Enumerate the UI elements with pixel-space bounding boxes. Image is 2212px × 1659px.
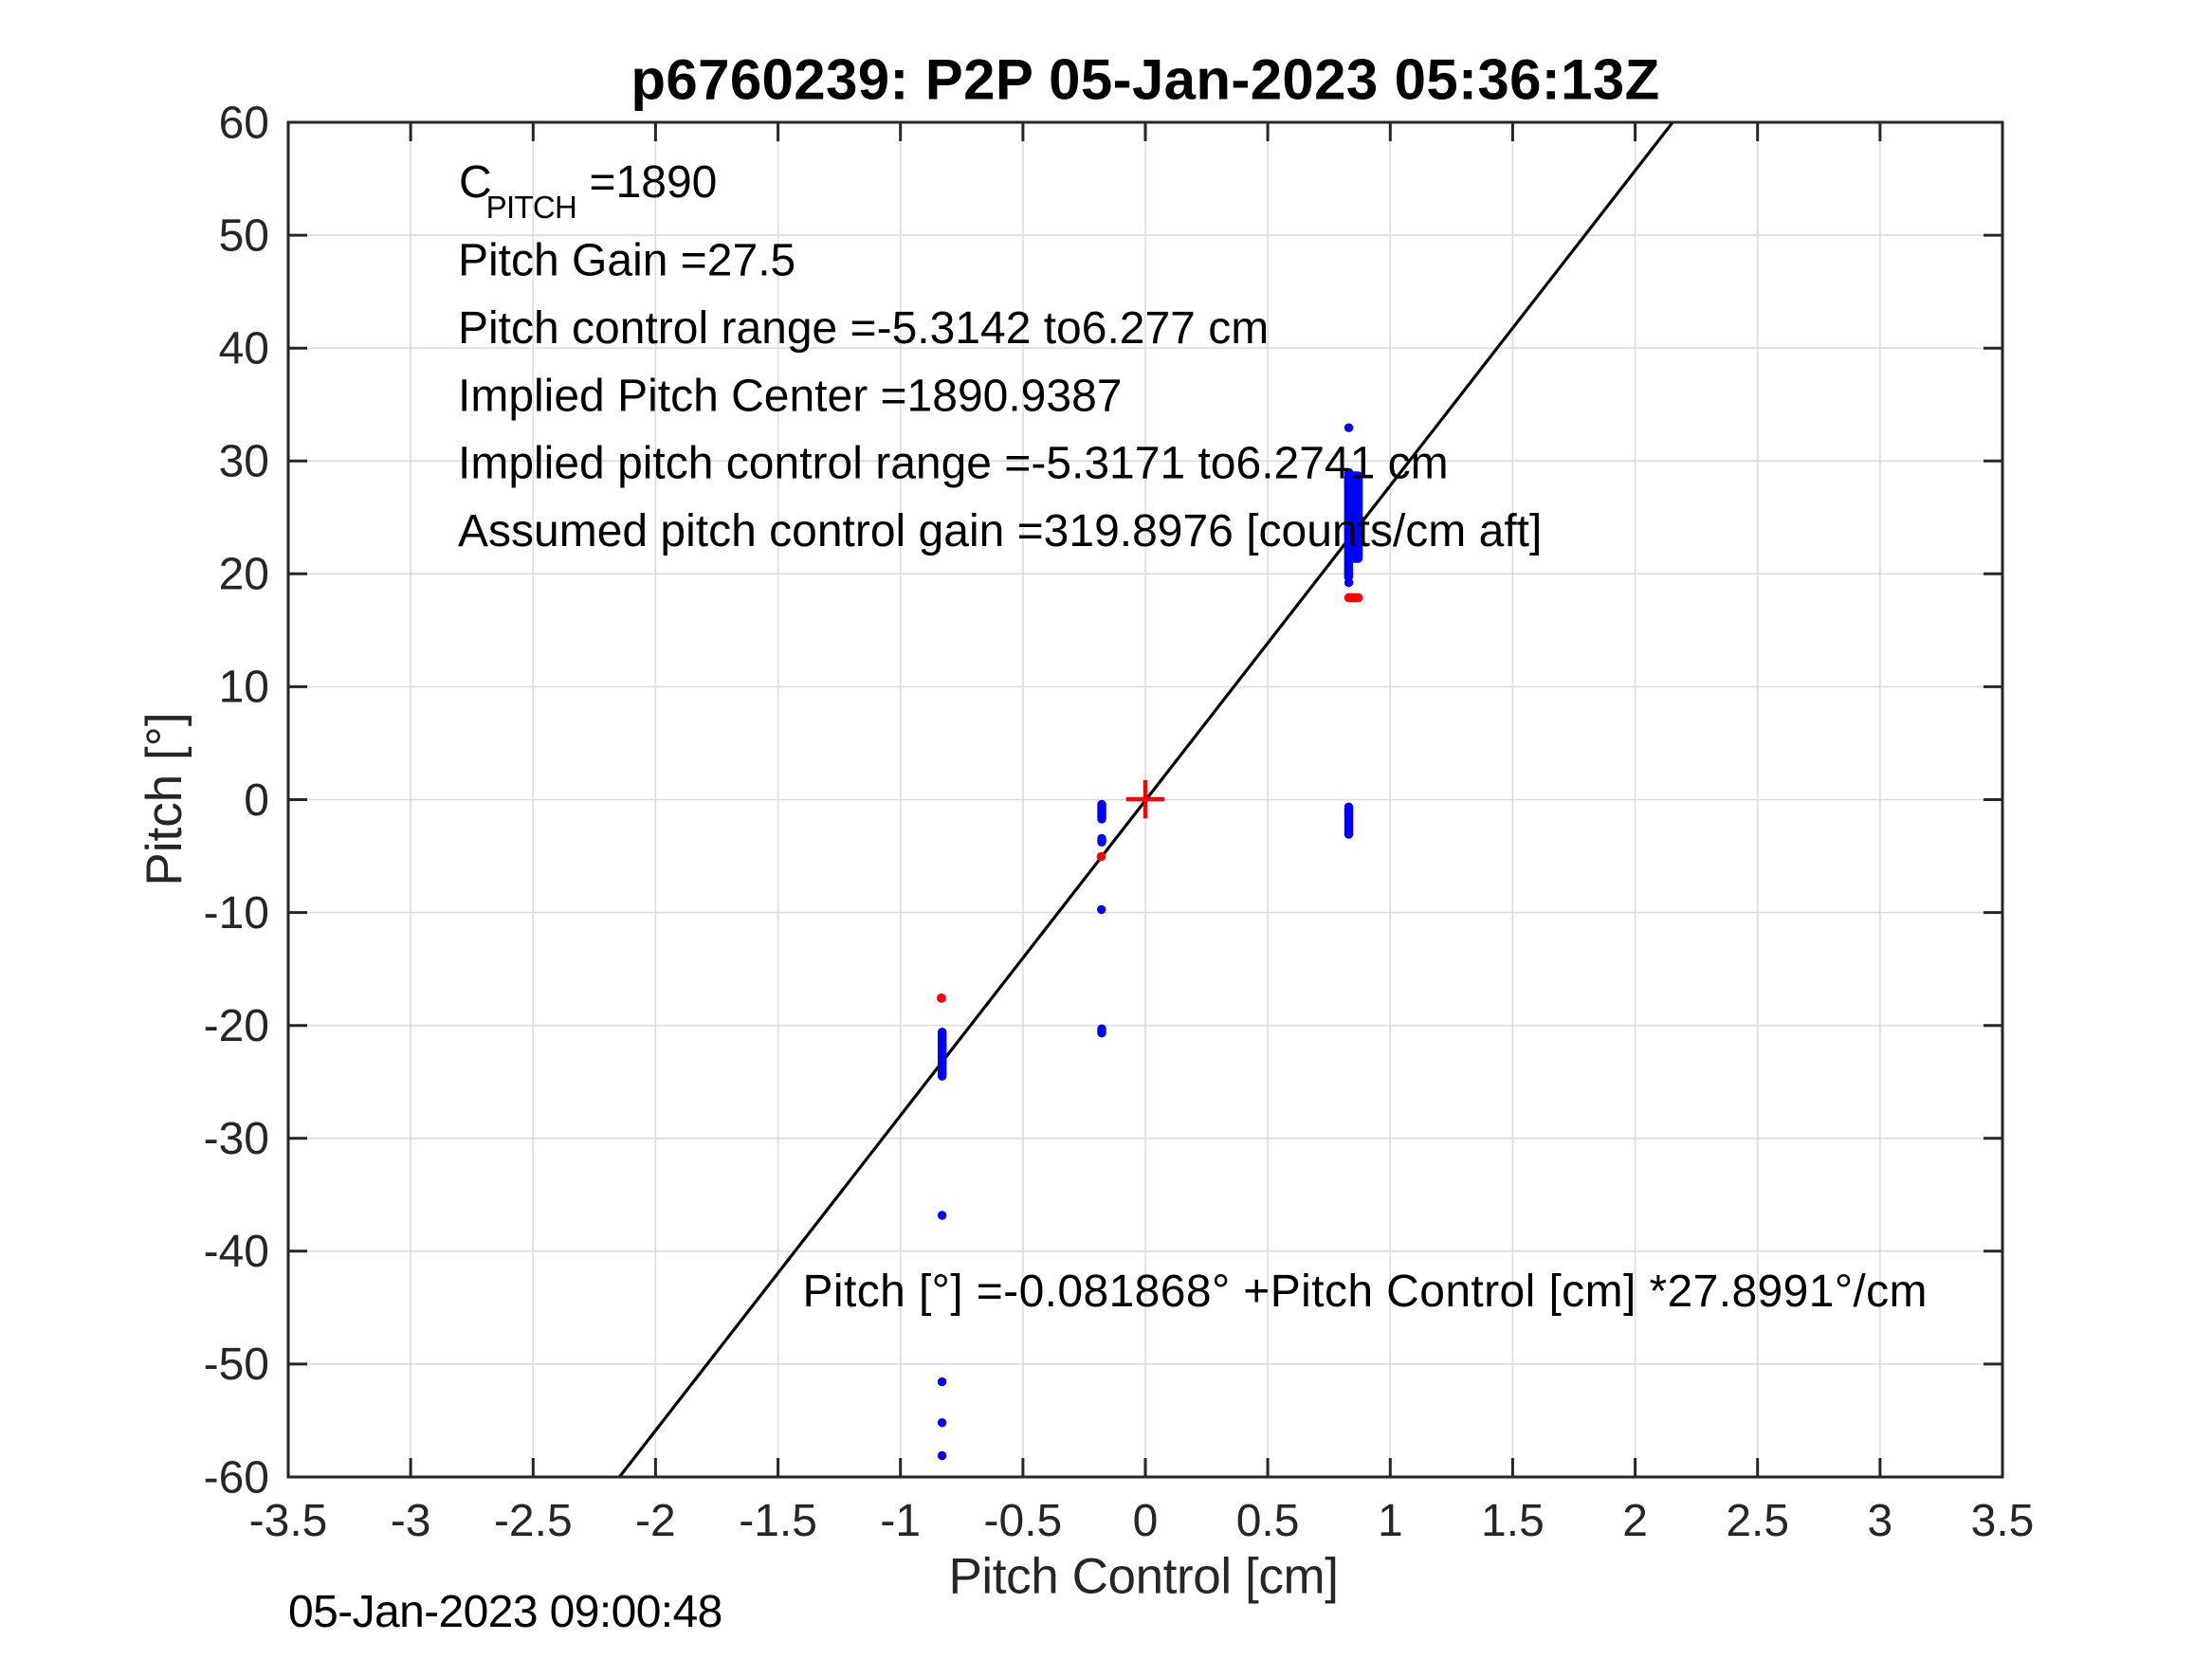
svg-text:2: 2 bbox=[1622, 1496, 1648, 1546]
svg-text:20: 20 bbox=[219, 550, 269, 600]
svg-text:Pitch control range =-5.3142 t: Pitch control range =-5.3142 to6.277 cm bbox=[458, 303, 1269, 354]
svg-text:10: 10 bbox=[219, 663, 269, 713]
svg-text:40: 40 bbox=[219, 324, 269, 374]
svg-text:-40: -40 bbox=[204, 1227, 269, 1277]
svg-text:0: 0 bbox=[244, 775, 269, 826]
svg-text:-2.5: -2.5 bbox=[494, 1496, 573, 1546]
svg-text:Implied pitch control range =-: Implied pitch control range =-5.3171 to6… bbox=[458, 439, 1449, 489]
svg-text:-2: -2 bbox=[635, 1496, 676, 1546]
svg-text:Pitch Control [cm]: Pitch Control [cm] bbox=[948, 1549, 1338, 1605]
svg-text:50: 50 bbox=[219, 210, 269, 261]
svg-text:30: 30 bbox=[219, 437, 269, 487]
svg-text:0: 0 bbox=[1133, 1496, 1159, 1546]
svg-text:3.5: 3.5 bbox=[1971, 1496, 2035, 1546]
svg-text:05-Jan-2023 09:00:48: 05-Jan-2023 09:00:48 bbox=[288, 1587, 722, 1637]
svg-text:0.5: 0.5 bbox=[1236, 1496, 1300, 1546]
svg-text:Assumed pitch control gain =31: Assumed pitch control gain =319.8976 [co… bbox=[458, 506, 1542, 556]
svg-text:-20: -20 bbox=[204, 1001, 269, 1051]
svg-text:Implied Pitch Center =1890.938: Implied Pitch Center =1890.9387 bbox=[458, 371, 1122, 421]
svg-text:-30: -30 bbox=[204, 1114, 269, 1164]
svg-text:Pitch [°]: Pitch [°] bbox=[137, 712, 192, 885]
svg-text:Pitch [°] =-0.081868° +Pitch C: Pitch [°] =-0.081868° +Pitch Control [cm… bbox=[803, 1267, 1928, 1317]
svg-text:-0.5: -0.5 bbox=[984, 1496, 1063, 1546]
svg-text:1.5: 1.5 bbox=[1481, 1496, 1545, 1546]
svg-text:Pitch Gain =27.5: Pitch Gain =27.5 bbox=[458, 236, 795, 286]
svg-text:-1.5: -1.5 bbox=[739, 1496, 817, 1546]
svg-text:3: 3 bbox=[1868, 1496, 1893, 1546]
svg-text:60: 60 bbox=[219, 98, 269, 148]
svg-text:p6760239: P2P 05-Jan-2023 05:3: p6760239: P2P 05-Jan-2023 05:36:13Z bbox=[631, 48, 1659, 112]
svg-text:-60: -60 bbox=[204, 1452, 269, 1503]
svg-text:2.5: 2.5 bbox=[1726, 1496, 1789, 1546]
svg-text:-3.5: -3.5 bbox=[249, 1496, 328, 1546]
svg-text:-3: -3 bbox=[391, 1496, 431, 1546]
svg-text:-1: -1 bbox=[880, 1496, 921, 1546]
svg-text:-50: -50 bbox=[204, 1340, 269, 1390]
svg-text:1: 1 bbox=[1378, 1496, 1403, 1546]
svg-text:-10: -10 bbox=[204, 888, 269, 939]
